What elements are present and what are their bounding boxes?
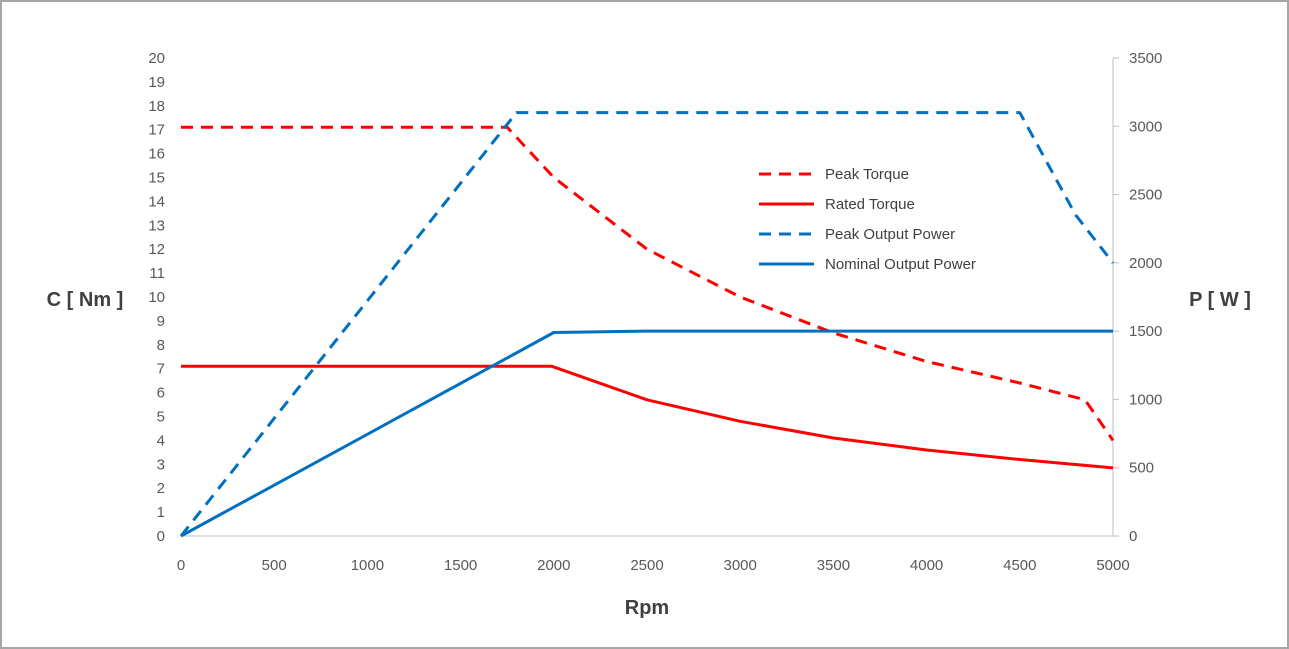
- x-tick-label: 500: [262, 557, 287, 574]
- legend-label: Peak Torque: [825, 166, 909, 183]
- legend-label: Nominal Output Power: [825, 256, 976, 273]
- series-layer: [179, 111, 1115, 538]
- x-tick-label: 4000: [910, 557, 943, 574]
- y-left-tick-label: 2: [157, 480, 165, 497]
- x-tick-label: 5000: [1096, 557, 1129, 574]
- series-line-nominal-output-power: [180, 329, 1113, 538]
- y-left-tick-label: 14: [148, 193, 165, 210]
- y-right-tick-label: 1000: [1129, 391, 1162, 408]
- x-tick-label: 1000: [351, 557, 384, 574]
- y-left-tick-label: 11: [149, 265, 165, 282]
- y-left-tick-label: 4: [157, 432, 165, 449]
- y-left-tick-label: 15: [148, 170, 165, 187]
- y-right-tick-label: 0: [1129, 528, 1137, 545]
- y-right-tick-label: 2500: [1129, 187, 1162, 204]
- y-left-tick-label: 9: [157, 313, 165, 330]
- y-left-tick-label: 8: [157, 337, 165, 354]
- legend: Peak Torque Rated Torque Peak Output Power…: [759, 166, 976, 273]
- legend-label: Rated Torque: [825, 196, 915, 213]
- y-left-tick-label: 3: [157, 456, 165, 473]
- axes: 0123456789101112131415161718192005001000…: [148, 50, 1162, 574]
- x-tick-label: 1500: [444, 557, 477, 574]
- x-tick-label: 3000: [724, 557, 757, 574]
- series-line-rated-torque: [181, 364, 1114, 470]
- y-left-tick-label: 17: [148, 122, 165, 139]
- y-right-tick-label: 500: [1129, 460, 1154, 477]
- y-left-tick-label: 6: [157, 385, 165, 402]
- y-left-tick-label: 7: [157, 361, 165, 378]
- y-left-tick-label: 12: [148, 241, 165, 258]
- x-tick-label: 0: [177, 557, 185, 574]
- y-left-tick-label: 18: [148, 98, 165, 115]
- y-left-tick-label: 16: [148, 146, 165, 163]
- y-left-tick-label: 10: [148, 289, 165, 306]
- x-tick-label: 2000: [537, 557, 570, 574]
- y-left-tick-label: 1: [157, 504, 165, 521]
- y-right-tick-label: 3500: [1129, 50, 1162, 67]
- x-tick-label: 4500: [1003, 557, 1036, 574]
- y-right-tick-label: 1500: [1129, 323, 1162, 340]
- x-tick-label: 3500: [817, 557, 850, 574]
- y-left-tick-label: 19: [148, 74, 165, 91]
- x-tick-label: 2500: [630, 557, 663, 574]
- y-left-tick-label: 13: [148, 217, 165, 234]
- series-line-peak-output-power: [179, 111, 1115, 537]
- series-line-peak-torque: [181, 125, 1115, 442]
- y-left-tick-label: 5: [157, 409, 165, 426]
- y-axis-left-title: C [ Nm ]: [47, 289, 124, 311]
- y-left-tick-label: 0: [157, 528, 165, 545]
- y-axis-right-title: P [ W ]: [1189, 289, 1251, 311]
- y-right-tick-label: 3000: [1129, 118, 1162, 135]
- legend-label: Peak Output Power: [825, 226, 955, 243]
- y-left-tick-label: 20: [148, 50, 165, 67]
- y-right-tick-label: 2000: [1129, 255, 1162, 272]
- x-axis-title: Rpm: [625, 597, 669, 619]
